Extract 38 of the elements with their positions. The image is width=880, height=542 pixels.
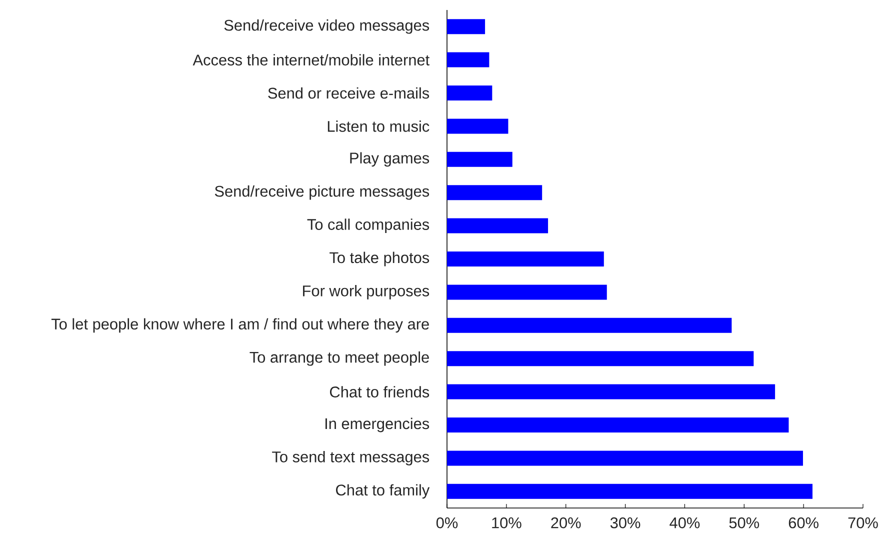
bar — [447, 384, 776, 400]
x-tick-label: 10% — [492, 517, 522, 528]
y-tick-label: To call companies — [307, 218, 430, 233]
x-tick-label: 0% — [436, 517, 458, 528]
bar — [447, 218, 548, 234]
y-tick-label: To arrange to meet people — [250, 351, 429, 366]
bar — [447, 118, 508, 134]
bar — [447, 318, 732, 333]
y-tick-label: To send text messages — [272, 451, 430, 466]
y-tick-label: Listen to music — [328, 120, 430, 132]
y-tick-label: For work purposes — [303, 285, 430, 300]
y-tick-label: Send/receive picture messages — [214, 185, 430, 200]
bar — [447, 152, 512, 167]
y-tick-label: To take photos — [330, 252, 430, 266]
bar — [447, 450, 803, 466]
y-tick-label: To let people know where I am / find out where they are — [51, 318, 429, 333]
y-tick-label: Access the internet/mobile internet — [192, 54, 430, 66]
x-tick-label: 70% — [848, 517, 878, 528]
bar — [447, 52, 490, 68]
y-tick-label: Send or receive e-mails — [268, 87, 430, 99]
bar — [447, 19, 486, 34]
y-tick-label: In emergencies — [326, 418, 430, 432]
y-tick-label: Chat to family — [336, 484, 430, 499]
x-tick-label: 40% — [670, 517, 700, 528]
y-tick-label: Play games — [350, 152, 430, 167]
bar — [447, 185, 542, 200]
bar — [447, 284, 607, 300]
bar — [447, 351, 754, 366]
x-tick-label: 20% — [551, 517, 581, 528]
y-tick-label: Send/receive video messages — [224, 19, 430, 34]
bar — [447, 252, 604, 267]
x-tick-label: 50% — [729, 517, 760, 528]
bar — [447, 484, 812, 499]
x-tick-label: 60% — [788, 517, 818, 528]
bar — [447, 418, 789, 433]
x-tick-label: 30% — [610, 517, 640, 528]
y-tick-label: Chat to friends — [330, 386, 430, 398]
bar — [447, 86, 492, 101]
